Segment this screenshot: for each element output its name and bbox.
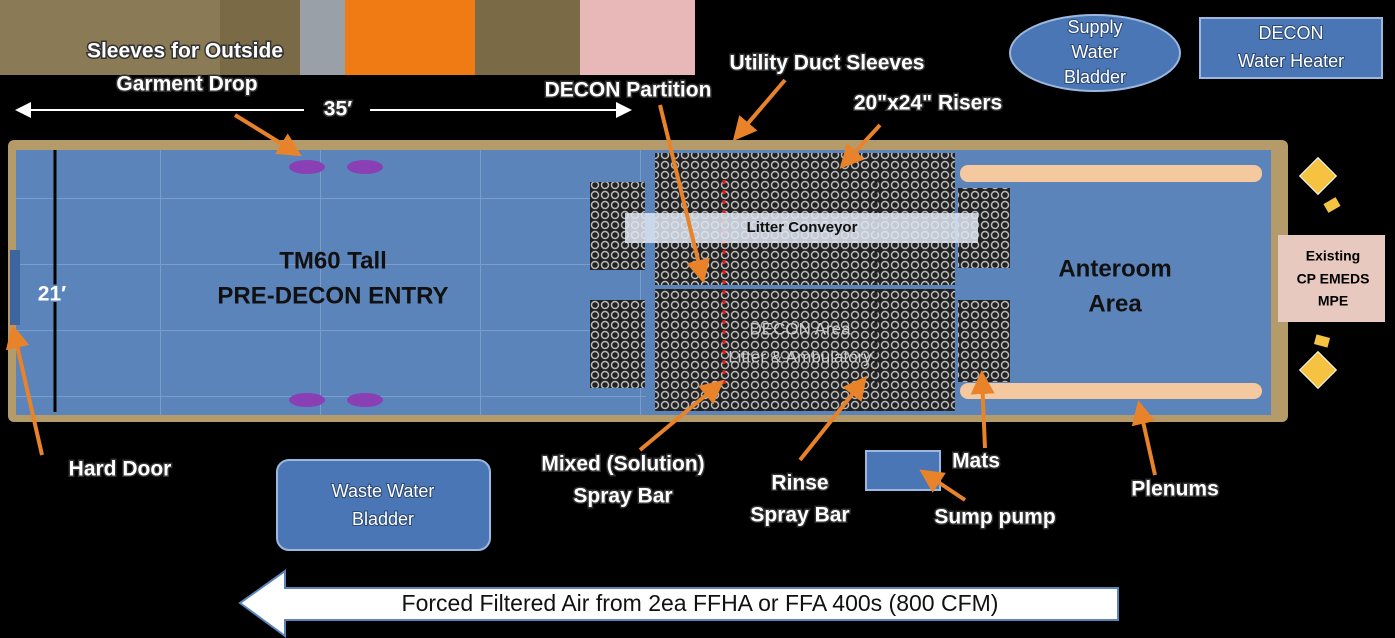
garment-sleeve	[289, 393, 325, 407]
plenum	[960, 165, 1262, 182]
mat	[590, 300, 645, 388]
airflow-label: Forced Filtered Air from 2ea FFHA or FFA…	[402, 590, 999, 616]
pre-decon-label: TM60 Tall	[279, 247, 387, 274]
callout-arrow	[738, 80, 785, 135]
mat	[958, 300, 1010, 382]
callout: Spray Bar	[750, 504, 849, 527]
callout: Plenums	[1131, 478, 1219, 501]
supply-label: Supply	[1067, 17, 1122, 37]
decon-floor	[655, 153, 955, 411]
width-label: 21′	[38, 283, 66, 306]
callout: Mats	[952, 450, 1000, 473]
supply-label: Water	[1071, 42, 1118, 62]
garment-sleeve	[347, 160, 383, 174]
waste-label: Waste Water	[332, 481, 435, 501]
callout: Sump pump	[934, 506, 1055, 529]
heater-icon	[1300, 352, 1337, 389]
heater-label: Water Heater	[1238, 51, 1344, 71]
callout: Hard Door	[69, 458, 172, 481]
decon-label: Litter & Ambulatory	[728, 347, 872, 366]
sump-pump	[866, 451, 940, 490]
callout: Utility Duct Sleeves	[730, 52, 925, 75]
callout: DECON Partition	[545, 79, 712, 102]
garment-sleeve	[289, 160, 325, 174]
anteroom-label: Area	[1088, 290, 1142, 317]
pre-decon-label: PRE-DECON ENTRY	[217, 282, 448, 309]
anteroom-label: Anteroom	[1058, 255, 1171, 282]
hard-door	[10, 250, 20, 325]
existing-label: MPE	[1318, 293, 1348, 309]
garment-sleeve	[347, 393, 383, 407]
conveyor-label: Litter Conveyor	[747, 219, 858, 236]
heater-icon	[1323, 197, 1340, 213]
existing-label: Existing	[1306, 248, 1360, 264]
callout: 20"x24" Risers	[854, 92, 1002, 115]
waste-bladder	[277, 460, 490, 550]
heater-icon	[1314, 334, 1330, 347]
photo: Sleeves for Outside	[0, 0, 695, 75]
heater-icon	[1300, 158, 1337, 195]
decon-label: DECON Area	[749, 319, 851, 338]
existing-label: CP EMEDS	[1297, 271, 1370, 287]
callout: Rinse	[771, 472, 828, 495]
photo-caption: Sleeves for Outside	[87, 40, 283, 63]
callout: Spray Bar	[573, 485, 672, 508]
waste-label: Bladder	[352, 509, 414, 529]
callout: Garment Drop	[116, 73, 257, 96]
plenum	[960, 383, 1262, 399]
heater-label: DECON	[1258, 23, 1323, 43]
diagram: Sleeves for Outside 35′ Litter Conveyor …	[0, 0, 1395, 638]
supply-label: Bladder	[1064, 67, 1126, 87]
length-label: 35′	[324, 98, 352, 121]
callout: Mixed (Solution)	[541, 453, 704, 476]
